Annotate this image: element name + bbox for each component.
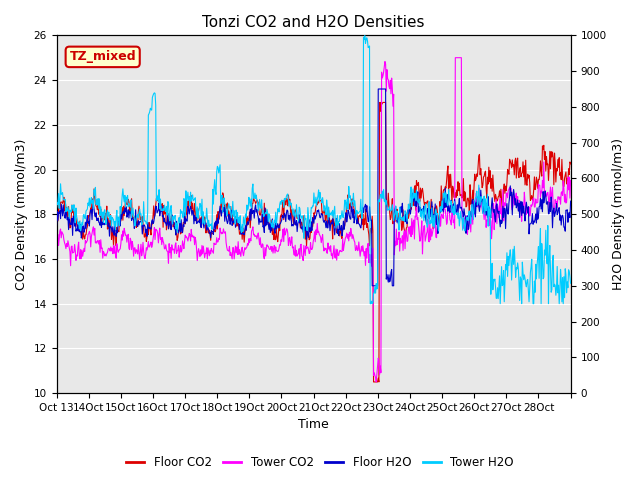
Title: Tonzi CO2 and H2O Densities: Tonzi CO2 and H2O Densities: [202, 15, 425, 30]
Text: TZ_mixed: TZ_mixed: [69, 50, 136, 63]
Y-axis label: H2O Density (mmol/m3): H2O Density (mmol/m3): [612, 138, 625, 290]
Legend: Floor CO2, Tower CO2, Floor H2O, Tower H2O: Floor CO2, Tower CO2, Floor H2O, Tower H…: [122, 452, 518, 474]
Y-axis label: CO2 Density (mmol/m3): CO2 Density (mmol/m3): [15, 139, 28, 290]
X-axis label: Time: Time: [298, 419, 329, 432]
